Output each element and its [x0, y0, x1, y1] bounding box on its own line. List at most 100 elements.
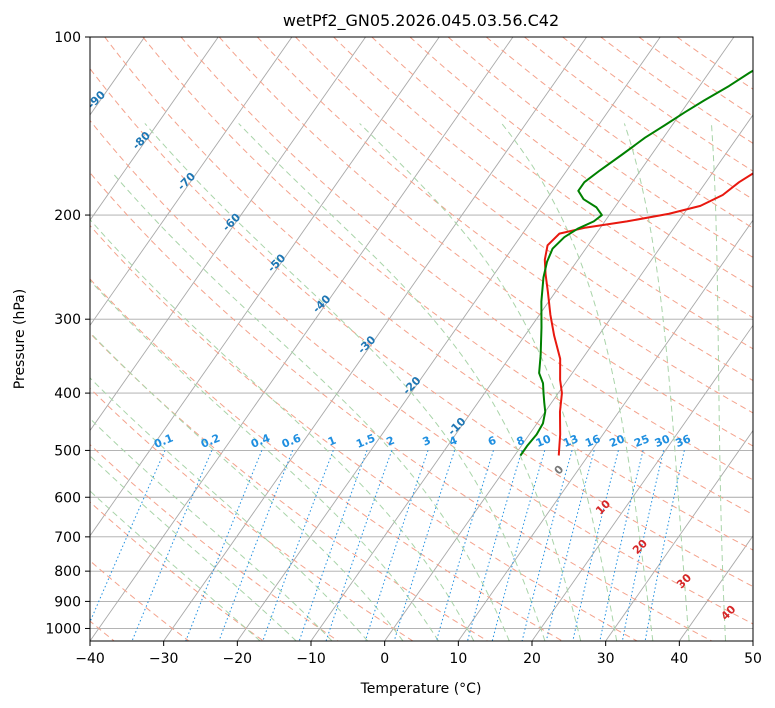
dry-adiabat-line [218, 37, 753, 447]
isotherm-line [605, 429, 753, 641]
dry-adiabat-line [295, 37, 753, 382]
x-tick-label: −40 [75, 651, 105, 667]
dry-adiabat-line [142, 37, 753, 516]
temperature-line [543, 172, 753, 456]
y-tick-label: 100 [54, 30, 81, 46]
mixing-ratio-label: 30 [653, 432, 672, 450]
dry-adiabat-line [371, 37, 753, 319]
mixing-ratio-line [298, 450, 368, 641]
mixing-ratio-line [621, 450, 665, 641]
dry-adiabat-line [90, 443, 339, 641]
y-tick-label: 400 [54, 386, 81, 402]
x-tick-label: −20 [223, 651, 253, 667]
moist-adiabat-line [112, 172, 510, 641]
mixing-ratio-line [545, 450, 595, 641]
isotherm-line [384, 114, 753, 641]
x-tick-label: 50 [744, 651, 762, 667]
mixing-ratio-line [325, 450, 393, 641]
dry-adiabat-line [90, 501, 264, 641]
moist-adiabat-line [90, 417, 333, 641]
dry-adiabat-line [90, 278, 563, 641]
isotherm-line [90, 37, 366, 432]
mixing-ratio-line [467, 450, 523, 641]
x-tick-label: 40 [670, 651, 688, 667]
mixing-ratio-line [521, 450, 573, 641]
moist-adiabat-line [90, 490, 261, 641]
mixing-ratio-line [262, 450, 334, 641]
x-tick-label: 30 [597, 651, 615, 667]
moist-adiabat-line [90, 455, 297, 641]
moist-adiabat-line [359, 123, 618, 641]
chart-title: wetPf2_GN05.2026.045.03.56.C42 [283, 11, 559, 31]
dry-adiabat-line [90, 172, 712, 641]
y-tick-label: 200 [54, 208, 81, 224]
y-tick-label: 900 [54, 594, 81, 610]
x-tick-label: 0 [380, 651, 389, 667]
mixing-ratio-line [364, 450, 429, 641]
dry-adiabat-line [90, 224, 638, 641]
mixing-ratio-line [435, 450, 494, 641]
isotherm-line [90, 37, 514, 641]
dry-adiabat-line [485, 37, 753, 229]
y-tick-label: 700 [54, 530, 81, 546]
isotherm-line [457, 219, 753, 641]
mixing-ratio-line [491, 450, 546, 641]
moist-adiabat-line [623, 123, 690, 641]
x-tick-label: −30 [149, 651, 179, 667]
isotherm-line [678, 535, 753, 641]
y-tick-label: 1000 [45, 621, 81, 637]
x-axis-label: Temperature (°C) [360, 681, 482, 697]
moist-adiabat-line [501, 123, 654, 641]
isotherm-line [531, 324, 753, 641]
dry-adiabat-line [90, 67, 753, 588]
moist-adiabat-line [90, 218, 475, 641]
plot-frame [89, 36, 754, 642]
mixing-ratio-label: 3 [421, 434, 433, 449]
isotherm-line [90, 37, 440, 537]
mixing-ratio-label: 20 [608, 432, 627, 450]
dry-adiabat-line [256, 37, 753, 414]
mixing-ratio-label: 16 [583, 432, 602, 450]
mixing-ratio-line [90, 450, 166, 624]
y-axis-label: Pressure (hPa) [12, 289, 28, 389]
moist-adiabat-line [90, 377, 368, 641]
mixing-ratio-label: 8 [515, 434, 527, 449]
background-lines [90, 37, 753, 641]
x-tick-label: −10 [296, 651, 326, 667]
mixing-ratio-line [393, 450, 456, 641]
x-tick-label: 20 [523, 651, 541, 667]
mixing-ratio-label: 25 [632, 432, 651, 450]
x-tick-label: 10 [449, 651, 467, 667]
mixing-ratio-line [599, 450, 644, 641]
y-tick-label: 600 [54, 490, 81, 506]
profile-lines [519, 69, 753, 457]
dry-adiabat-line [90, 119, 753, 625]
mixing-ratio-line [131, 450, 213, 641]
dry-adiabat-line [600, 37, 753, 144]
mixing-ratio-label: 13 [561, 432, 580, 450]
isotherm-line [90, 37, 293, 327]
moist-adiabat-line [90, 331, 404, 641]
y-tick-label: 800 [54, 564, 81, 580]
moist-adiabat-line [90, 279, 439, 641]
dry-adiabat-line [447, 37, 753, 259]
mixing-ratio-line [572, 450, 619, 641]
axis-ticks: −40 −30 −20 −10 0 10 20 30 40 50 100 200 300 400 500 60… [45, 30, 762, 667]
y-tick-label: 300 [54, 312, 81, 328]
y-tick-label: 500 [54, 443, 81, 459]
mixing-ratio-label: 1 [326, 434, 338, 449]
moist-adiabat-line [238, 123, 582, 641]
mixing-ratio-line [644, 450, 685, 641]
dry-adiabat-line [562, 37, 753, 172]
isotherm-line [310, 37, 735, 641]
moist-adiabat-line [144, 123, 546, 641]
dry-adiabat-line [104, 37, 753, 551]
dewpoint-line [519, 69, 753, 457]
mixing-ratio-label: 36 [674, 432, 693, 450]
dry-adiabat-line [333, 37, 753, 350]
isotherm-line [163, 37, 587, 641]
isotherm-line [90, 37, 219, 221]
mixing-ratio-label: 10 [534, 432, 553, 450]
mixing-ratio-label: 2 [384, 434, 396, 449]
